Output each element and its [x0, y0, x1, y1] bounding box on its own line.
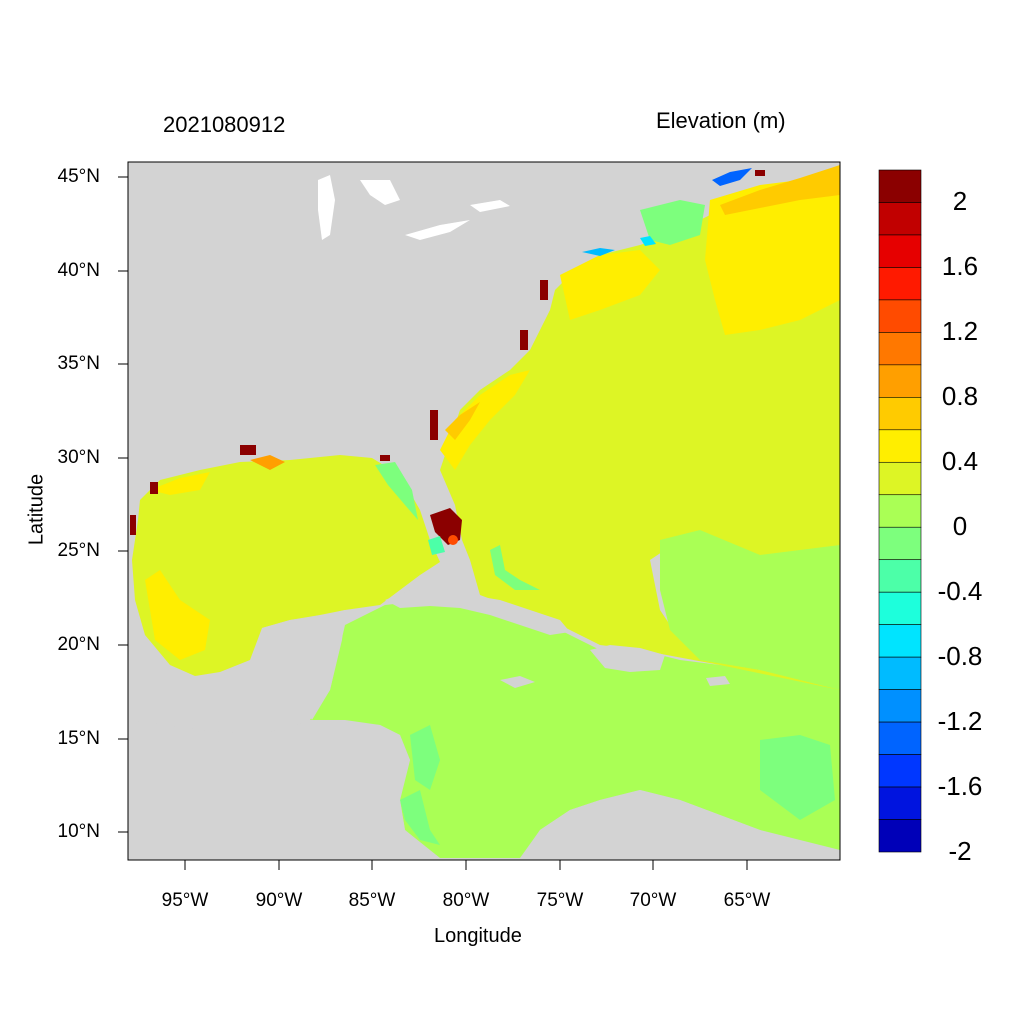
negative-zone-bahamas [490, 545, 540, 590]
colorbar-swatch [878, 429, 922, 463]
colorbar-swatch [878, 299, 922, 333]
map-panel [128, 162, 840, 860]
surge-zone-texas [150, 472, 210, 495]
axis-ticks [118, 176, 748, 870]
lake-michigan [318, 175, 335, 240]
lake-huron [360, 180, 400, 205]
colorbar-swatch [878, 754, 922, 788]
negative-zone-gulf-of-maine [640, 200, 705, 245]
orange-zone-southeast [445, 402, 480, 440]
colorbar-swatch [878, 267, 922, 301]
negative-zone-west-florida [375, 462, 418, 520]
colorbar-label: 0.4 [941, 446, 979, 477]
colorbar-label: -1.6 [937, 771, 983, 802]
colorbar-label: -2 [948, 836, 972, 866]
colorbar-swatch [878, 786, 922, 820]
variable-title: Elevation (m) [656, 108, 786, 133]
land-jamaica [500, 676, 535, 688]
colorbar-swatch [878, 169, 922, 203]
y-tick-label: 25°N [57, 540, 100, 561]
colorbar-label: -0.8 [937, 641, 983, 672]
x-tick-label: 90°W [255, 890, 303, 911]
colorbar [878, 169, 922, 853]
tropical-atlantic [660, 530, 840, 690]
colorbar-label: 1.2 [941, 316, 979, 347]
lake-ontario [470, 200, 510, 212]
negative-zone-east-caribbean [760, 735, 835, 820]
x-axis-title: Longitude [434, 925, 522, 947]
colorbar-label: 2 [952, 186, 968, 217]
x-tick-label: 65°W [723, 890, 771, 911]
surge-zone-southeast-coast [440, 370, 530, 470]
y-tick-label: 30°N [57, 447, 100, 468]
land-hispaniola [590, 645, 665, 672]
coastal-speckles [130, 170, 765, 535]
land-cuba [385, 588, 570, 635]
x-tick-label: 80°W [442, 890, 490, 911]
colorbar-swatch [878, 202, 922, 236]
land-south-america [520, 790, 840, 860]
caribbean-sea [310, 600, 840, 860]
negative-spot-cape-cod [640, 236, 656, 246]
negative-zone-colombia [400, 790, 440, 845]
colorbar-label: 0.8 [941, 381, 979, 412]
surge-zone-northeast [705, 175, 840, 335]
colorbar-swatch [878, 721, 922, 755]
colorbar-swatch [878, 819, 922, 853]
negative-spot-long-island [582, 248, 615, 256]
y-tick-label: 40°N [57, 260, 100, 281]
land-yucatan [262, 610, 345, 720]
florida-peak [448, 535, 458, 545]
negative-spot-nova-scotia [712, 168, 752, 186]
colorbar-label: -0.4 [937, 576, 983, 607]
x-tick-label: 75°W [536, 890, 584, 911]
lake-erie [405, 220, 470, 240]
colorbar-swatch [878, 364, 922, 398]
map-frame [127, 161, 841, 861]
colorbar-label: 1.6 [941, 251, 979, 282]
colorbar-swatch [878, 526, 922, 561]
x-tick-label: 95°W [161, 890, 209, 911]
colorbar-label: -1.2 [937, 706, 983, 737]
orange-zone-northeast [720, 165, 840, 215]
land-puerto-rico [706, 676, 730, 686]
y-axis-title: Latitude [25, 473, 48, 546]
x-tick-label: 70°W [629, 890, 677, 911]
colorbar-swatch [878, 461, 922, 496]
y-tick-label: 45°N [57, 166, 100, 187]
land-central-america [128, 720, 440, 860]
colorbar-swatch [878, 591, 922, 625]
colorbar-swatch [878, 689, 922, 723]
colorbar-swatch [878, 656, 922, 690]
date-label: 2021080912 [163, 112, 286, 137]
colorbar-swatch [878, 624, 922, 658]
colorbar-swatch [878, 397, 922, 431]
negative-zone-honduras [410, 725, 440, 790]
colorbar-swatch [878, 494, 922, 528]
x-tick-label: 85°W [348, 890, 396, 911]
y-tick-label: 20°N [57, 634, 100, 655]
colorbar-swatch [878, 332, 922, 366]
colorbar-swatch [878, 234, 922, 268]
y-tick-label: 35°N [57, 353, 100, 374]
y-tick-label: 15°N [57, 728, 100, 749]
colorbar-swatch [878, 559, 922, 593]
colorbar-label: 0 [952, 511, 968, 542]
surge-zone-mexico [145, 570, 210, 660]
negative-spot-south-florida [428, 536, 445, 555]
surge-zone-midatlantic [560, 250, 660, 320]
orange-zone-louisiana [250, 455, 285, 470]
y-tick-label: 10°N [57, 821, 100, 842]
